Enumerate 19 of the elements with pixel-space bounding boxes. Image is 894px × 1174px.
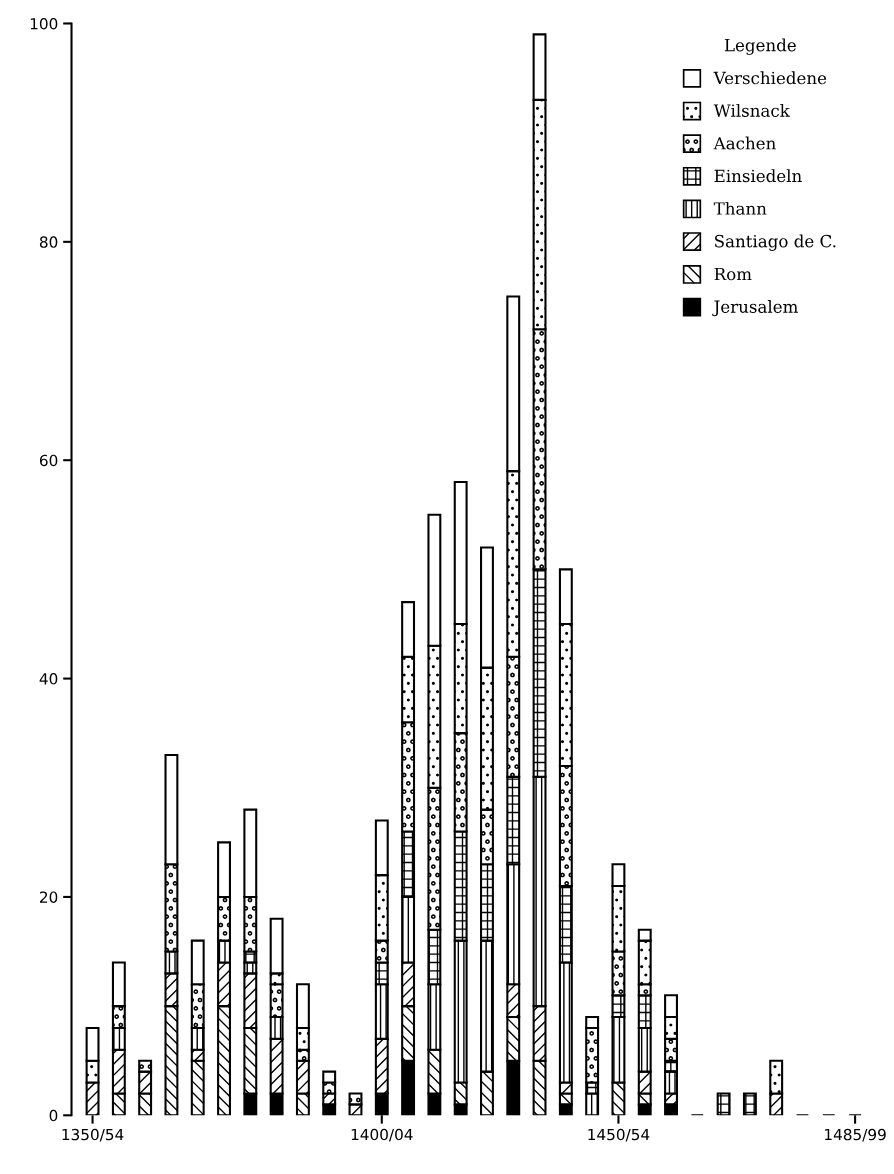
y-tick-label: 100 [30, 17, 58, 30]
y-tick-label: 40 [39, 673, 58, 685]
legend-label: Jerusalem [712, 300, 798, 317]
legend-label: Thann [713, 201, 767, 215]
legend-label: Santiago de C. [715, 234, 836, 251]
y-tick-label: 20 [40, 891, 58, 903]
legend-label: Aachen [713, 136, 776, 150]
legend-title: Legende [724, 38, 796, 55]
x-tick-label: 1450/54 [588, 1128, 650, 1142]
legend-label: Verschiedene [713, 71, 827, 85]
legend-label: Rom [714, 267, 752, 281]
legend-label: Einsiedeln [714, 169, 802, 183]
y-tick-label: 80 [39, 236, 58, 248]
x-tick-label: 1485/99 [825, 1128, 886, 1142]
y-tick-label: 0 [49, 1109, 58, 1122]
y-tick-label: 60 [39, 454, 58, 467]
legend-label: Wilsnack [713, 103, 790, 117]
x-tick-label: 1400/04 [351, 1128, 413, 1142]
x-tick-label: 1350/54 [62, 1128, 124, 1142]
